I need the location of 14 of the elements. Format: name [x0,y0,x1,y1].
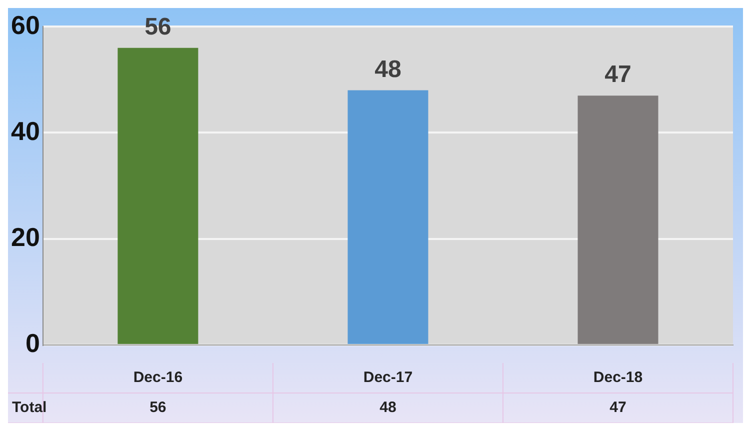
data-label: 48 [380,399,396,416]
y-tick-label: 60 [11,10,40,40]
y-tick-label: 20 [11,222,40,252]
y-tick-label: 40 [11,116,40,146]
data-label: 47 [610,399,626,416]
annotation: 47 [604,61,632,88]
annotation: 56 [144,13,172,40]
text: Total [12,399,47,416]
x-tick-label: Dec-17 [363,369,413,386]
y-tick-label: 0 [25,328,40,358]
data-label: 56 [150,399,166,416]
x-tick-label: Dec-18 [593,369,643,386]
x-tick-label: Dec-16 [133,369,183,386]
annotation: 48 [374,56,402,83]
